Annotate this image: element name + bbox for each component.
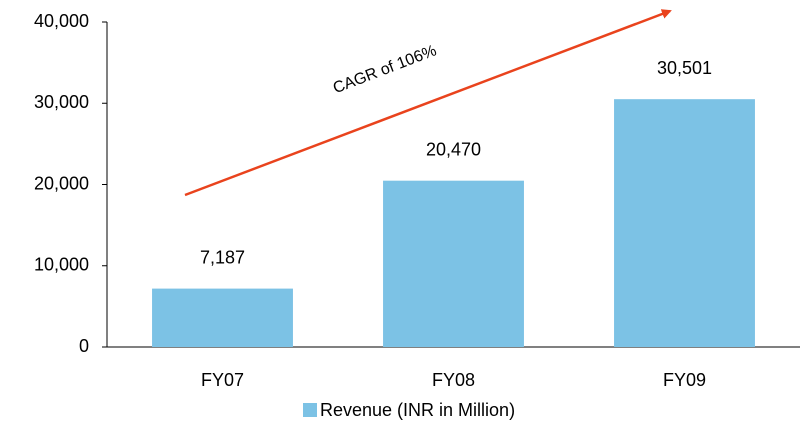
y-tick-label: 0 <box>79 336 89 356</box>
y-tick-label: 20,000 <box>34 173 89 193</box>
value-label: 20,470 <box>426 139 481 159</box>
bar <box>383 180 524 347</box>
growth-arrow <box>184 9 672 197</box>
annotation: CAGR of 106% <box>331 42 439 97</box>
y-tick-label: 10,000 <box>34 255 89 275</box>
bar <box>614 99 755 347</box>
legend-label: Revenue (INR in Million) <box>320 400 515 420</box>
x-tick-label: FY09 <box>663 370 706 390</box>
x-tick-label: FY08 <box>432 370 475 390</box>
x-tick-label: FY07 <box>201 370 244 390</box>
value-label: 7,187 <box>200 247 245 267</box>
legend-swatch <box>303 403 317 417</box>
value-label: 30,501 <box>657 58 712 78</box>
bar <box>152 288 293 347</box>
y-tick-label: 40,000 <box>34 11 89 31</box>
y-tick-label: 30,000 <box>34 92 89 112</box>
